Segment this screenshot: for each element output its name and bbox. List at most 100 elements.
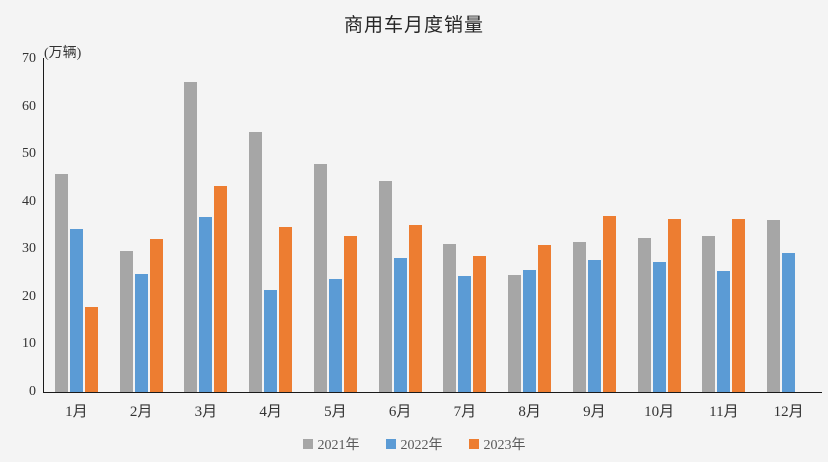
bar-2023年-11月 — [732, 219, 746, 392]
bar-group-3月 — [174, 59, 239, 392]
legend-swatch-2022年 — [385, 439, 396, 449]
legend-label-2021年: 2021年 — [317, 438, 360, 453]
bar-slot-2023年-6月 — [408, 59, 422, 392]
plot-area — [44, 59, 821, 392]
bar-slot-2023年-12月 — [797, 59, 810, 392]
bar-slot-2023年-4月 — [279, 59, 293, 392]
bar-slot-2021年-9月 — [572, 59, 586, 392]
bar-2022年-3月 — [199, 216, 213, 392]
bar-2021年-2月 — [119, 250, 133, 392]
bar-2022年-9月 — [587, 259, 601, 392]
bar-2022年-11月 — [717, 271, 731, 392]
legend-swatch-2023年 — [468, 439, 479, 449]
y-axis-tick-labels: 0 10 20 30 40 50 60 70 — [0, 51, 36, 399]
bar-2023年-7月 — [473, 255, 487, 392]
bar-slot-2021年-3月 — [184, 59, 198, 392]
bar-2022年-10月 — [652, 262, 666, 392]
legend-item-2023年: 2023年 — [468, 434, 526, 454]
legend-item-2021年: 2021年 — [302, 434, 360, 454]
bar-slot-2022年-5月 — [328, 59, 342, 392]
bar-slot-2023年-2月 — [149, 59, 163, 392]
bar-group-11月 — [692, 59, 757, 392]
x-label-5月: 5月 — [324, 404, 347, 420]
y-tick-label-40: 40 — [22, 193, 36, 209]
x-label-7月: 7月 — [453, 404, 477, 420]
bar-2021年-11月 — [702, 235, 716, 392]
bar-slot-2021年-2月 — [119, 59, 133, 392]
bar-slot-2023年-9月 — [602, 59, 616, 392]
bar-2022年-8月 — [523, 270, 537, 392]
bar-slot-2022年-3月 — [199, 59, 213, 392]
x-axis-category-labels: 1月 2月 3月 4月 5月 6月 7月 8月 9月 10月 11月 12月 — [44, 400, 821, 421]
bar-group-6月 — [368, 59, 433, 392]
bar-slot-2022年-1月 — [69, 59, 83, 392]
bar-group-9月 — [562, 59, 627, 392]
bar-2021年-9月 — [572, 241, 586, 392]
y-tick-label-10: 10 — [22, 336, 36, 352]
bar-2022年-5月 — [328, 278, 342, 392]
bar-slot-2021年-7月 — [443, 59, 457, 392]
bar-group-1月 — [44, 59, 109, 392]
bar-slot-2022年-6月 — [393, 59, 407, 392]
x-label-6月: 6月 — [388, 404, 412, 420]
y-tick-label-70: 70 — [22, 51, 36, 66]
bar-2021年-1月 — [54, 174, 68, 392]
bar-2022年-12月 — [782, 253, 796, 392]
bar-2021年-7月 — [443, 243, 457, 392]
bar-2021年-5月 — [313, 164, 327, 392]
bar-slot-2021年-8月 — [508, 59, 522, 392]
x-label-1月: 1月 — [65, 404, 88, 420]
bar-2023年-2月 — [149, 238, 163, 392]
bar-slot-2023年-8月 — [538, 59, 552, 392]
bar-2021年-3月 — [184, 81, 198, 392]
bar-slot-2021年-4月 — [249, 59, 263, 392]
y-tick-label-0: 0 — [29, 384, 36, 399]
bar-slot-2021年-12月 — [767, 59, 781, 392]
bar-2022年-4月 — [264, 290, 278, 392]
legend-item-2022年: 2022年 — [385, 434, 443, 454]
x-label-11月: 11月 — [709, 404, 739, 420]
x-label-4月: 4月 — [259, 404, 282, 420]
bar-2023年-9月 — [602, 215, 616, 392]
y-axis-line — [43, 58, 44, 393]
x-label-3月: 3月 — [194, 404, 218, 420]
bar-2021年-12月 — [767, 219, 781, 392]
legend: 2021年 2022年 2023年 — [0, 434, 828, 454]
bar-2022年-6月 — [393, 258, 407, 392]
bar-group-5月 — [303, 59, 368, 392]
bar-slot-2023年-11月 — [732, 59, 746, 392]
bar-slot-2023年-3月 — [214, 59, 228, 392]
bar-2022年-1月 — [69, 229, 83, 392]
bar-group-7月 — [433, 59, 498, 392]
legend-swatch-2021年 — [302, 439, 313, 449]
bar-slot-2021年-10月 — [637, 59, 651, 392]
bar-2023年-8月 — [538, 244, 552, 392]
y-tick-label-60: 60 — [22, 98, 36, 114]
bar-group-4月 — [238, 59, 303, 392]
bar-slot-2023年-5月 — [343, 59, 357, 392]
legend-label-2022年: 2022年 — [400, 438, 443, 453]
bar-2022年-7月 — [458, 275, 472, 392]
bar-slot-2022年-9月 — [587, 59, 601, 392]
y-tick-label-20: 20 — [22, 288, 36, 304]
bar-slot-2022年-8月 — [523, 59, 537, 392]
bar-2022年-2月 — [134, 274, 148, 392]
bar-2023年-3月 — [214, 186, 228, 392]
bar-group-10月 — [627, 59, 692, 392]
x-label-10月: 10月 — [644, 404, 675, 420]
bar-slot-2021年-6月 — [378, 59, 392, 392]
bar-slot-2021年-11月 — [702, 59, 716, 392]
bar-2023年-4月 — [279, 227, 293, 392]
bar-2023年-1月 — [84, 306, 98, 392]
bar-slot-2021年-1月 — [54, 59, 68, 392]
x-label-8月: 8月 — [518, 404, 541, 420]
bar-group-8月 — [497, 59, 562, 392]
legend-label-2023年: 2023年 — [483, 438, 526, 453]
bar-2023年-6月 — [408, 224, 422, 392]
y-tick-label-30: 30 — [22, 241, 36, 257]
bar-slot-2022年-10月 — [652, 59, 666, 392]
bar-2023年-10月 — [667, 218, 681, 392]
bar-2021年-6月 — [378, 181, 392, 392]
x-label-9月: 9月 — [583, 404, 606, 420]
